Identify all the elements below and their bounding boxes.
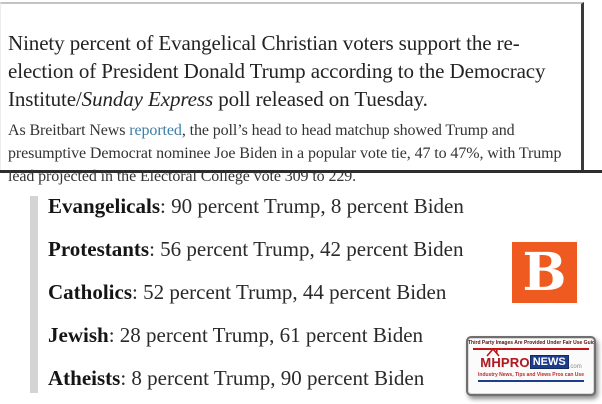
lead-paragraph: Ninety percent of Evangelical Christian … [8,29,580,113]
mhpronews-logo: MHPRO NEWS .com [468,348,594,370]
breitbart-b-letter: B [522,242,567,303]
poll-group-label: Jewish [48,323,109,347]
poll-row-catholics: Catholics: 52 percent Trump, 44 percent … [48,278,508,307]
poll-result-text: : 8 percent Trump, 90 percent Biden [120,366,425,390]
blockquote-bar [30,196,38,393]
poll-row-jewish: Jewish: 28 percent Trump, 61 percent Bid… [48,321,508,350]
poll-result-text: : 90 percent Trump, 8 percent Biden [160,194,464,218]
mhpronews-tagline: Industry News, Tips and Views Pros can U… [478,372,584,378]
brand-text-mhpro: MHPRO [480,354,530,370]
house-icon [486,348,500,357]
mhpronews-watermark: Third Party Images Are Provided Under Fa… [466,336,596,396]
summary-text-before-link: As Breitbart News [8,122,130,139]
reported-link[interactable]: reported [129,122,182,139]
poll-group-label: Evangelicals [48,194,161,218]
poll-row-protestants: Protestants: 56 percent Trump, 42 percen… [48,235,508,264]
poll-group-label: Atheists [48,366,121,390]
summary-text-after-link: , the poll’s head to head matchup showed… [8,122,562,185]
poll-row-evangelicals: Evangelicals: 90 percent Trump, 8 percen… [48,192,508,221]
fair-use-disclaimer: Third Party Images Are Provided Under Fa… [468,340,596,346]
poll-result-text: : 52 percent Trump, 44 percent Biden [132,280,447,304]
lead-text-start: Ninety percent of Evangelical Christian … [8,31,546,111]
section-divider [0,170,602,173]
poll-group-label: Catholics [48,280,132,304]
poll-results-list: Evangelicals: 90 percent Trump, 8 percen… [48,192,508,404]
blue-divider [478,380,584,382]
summary-paragraph: As Breitbart News reported, the poll’s h… [8,119,580,188]
poll-row-atheists: Atheists: 8 percent Trump, 90 percent Bi… [48,364,508,393]
red-divider [473,348,589,350]
breitbart-logo-icon: B [512,242,577,303]
publication-name-italic: Sunday Express [81,87,214,111]
lead-text-end: poll released on Tuesday. [213,87,428,111]
brand-text-com: .com [568,364,582,370]
top-section-frame [0,2,584,172]
poll-result-text: : 56 percent Trump, 42 percent Biden [149,237,464,261]
poll-group-label: Protestants [48,237,150,261]
brand-text-news: NEWS [529,355,569,369]
poll-result-text: : 28 percent Trump, 61 percent Biden [108,323,424,347]
